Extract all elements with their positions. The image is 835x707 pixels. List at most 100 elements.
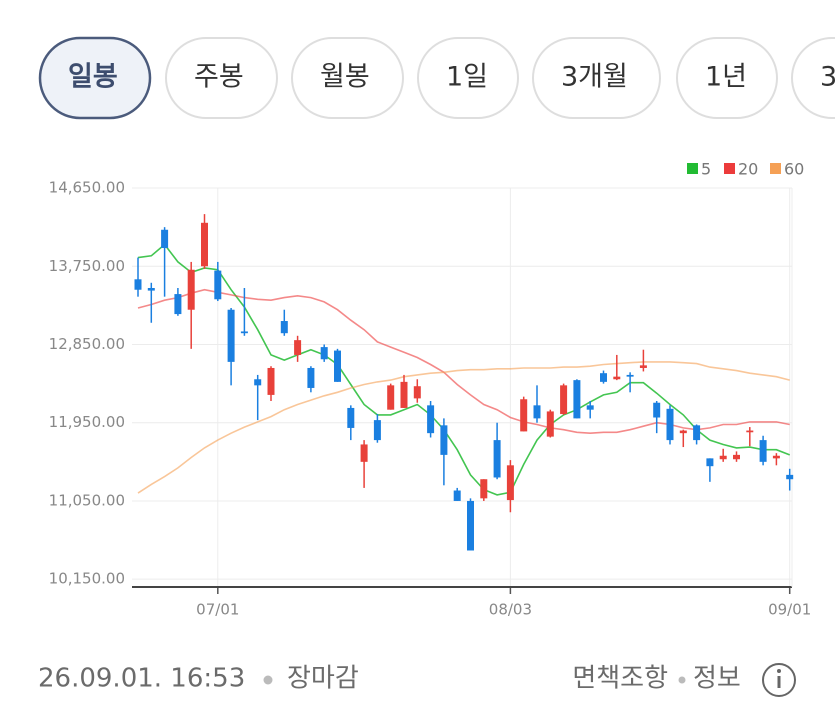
legend: 5 20 60 xyxy=(687,160,804,179)
candle-body xyxy=(626,374,634,377)
candle-body xyxy=(613,376,621,380)
tab-label[interactable]: 일봉 xyxy=(68,62,118,93)
candle-body xyxy=(387,385,395,410)
candle-body xyxy=(334,350,341,382)
candle-body xyxy=(373,420,381,441)
candle-body xyxy=(719,455,727,460)
moving-average-line xyxy=(137,288,790,435)
candle-body xyxy=(706,458,714,467)
x-tick-label: 09/01 xyxy=(768,601,811,619)
tab-label[interactable]: 주봉 xyxy=(194,62,244,93)
y-tick-label: 10,150.00 xyxy=(49,570,125,588)
candle-body xyxy=(400,381,408,408)
candle-body xyxy=(506,465,514,501)
candle-body xyxy=(267,367,275,395)
legend-label: 60 xyxy=(784,160,804,179)
tab-pill[interactable] xyxy=(165,37,278,119)
candle-body xyxy=(240,331,248,334)
candle-body xyxy=(560,385,568,415)
candle-body xyxy=(214,270,222,300)
candle-body xyxy=(600,373,607,382)
tab-pill[interactable] xyxy=(676,37,778,119)
period-tab[interactable]: 주봉 xyxy=(165,37,278,119)
disclaimer-link[interactable]: 면책조항 xyxy=(572,664,668,694)
y-tick-label: 13,750.00 xyxy=(49,257,125,275)
candle-body xyxy=(307,367,315,388)
candle-body xyxy=(653,402,661,418)
y-tick-label: 11,950.00 xyxy=(49,413,125,431)
separator-dot xyxy=(263,675,273,685)
candle-body xyxy=(480,479,488,499)
y-tick-label: 11,050.00 xyxy=(49,491,125,509)
candle-body xyxy=(161,229,169,249)
y-tick-label: 12,850.00 xyxy=(49,335,125,353)
period-tab[interactable]: 1일 xyxy=(417,37,519,119)
candle-body xyxy=(786,474,794,480)
period-tab[interactable]: 3개월 xyxy=(532,37,661,119)
period-tab[interactable]: 3년 xyxy=(791,37,835,119)
period-tab[interactable]: 월봉 xyxy=(291,37,404,119)
legend-swatch xyxy=(687,163,698,174)
timestamp: 26.09.01. 16:53 xyxy=(38,664,245,694)
candle-body xyxy=(666,408,674,441)
period-tab[interactable]: 일봉 xyxy=(38,36,152,120)
candle-body xyxy=(493,440,501,478)
x-tick-label: 07/01 xyxy=(196,601,239,619)
tab-pill[interactable] xyxy=(291,37,404,119)
candle-body xyxy=(679,430,687,434)
candle-body xyxy=(227,309,235,362)
candle-body xyxy=(733,454,740,460)
moving-average-line xyxy=(137,361,790,494)
candle-body xyxy=(693,425,701,441)
footer: 26.09.01. 16:53 장마감 면책조항 정보 xyxy=(38,663,796,697)
tab-label[interactable]: 3개월 xyxy=(561,62,628,93)
candle-body xyxy=(772,455,780,459)
candle-body xyxy=(427,405,435,434)
tab-pill[interactable] xyxy=(417,37,519,119)
tab-label[interactable]: 1년 xyxy=(705,62,747,93)
tab-label[interactable]: 월봉 xyxy=(320,62,370,93)
y-tick-label: 14,650.00 xyxy=(49,179,125,197)
tab-label[interactable]: 1일 xyxy=(446,62,488,93)
candle-body xyxy=(347,407,355,428)
candle-body xyxy=(280,321,288,334)
info-link[interactable]: 정보 xyxy=(693,664,741,694)
legend-label: 20 xyxy=(738,160,758,179)
candle-body xyxy=(746,430,754,433)
info-icon[interactable] xyxy=(762,663,796,697)
candle-body xyxy=(467,500,474,551)
candle-body xyxy=(546,411,554,437)
period-tab[interactable]: 1년 xyxy=(676,37,778,119)
chart: 10,150.00 11,050.00 11,950.00 12,850.00 13,7… xyxy=(49,160,812,619)
candle-body xyxy=(639,365,647,368)
candle-body xyxy=(201,222,208,267)
candle-body xyxy=(147,287,155,291)
candle-body xyxy=(453,490,461,501)
candle-body xyxy=(320,347,328,360)
legend-swatch xyxy=(770,163,781,174)
separator-dot xyxy=(678,676,686,684)
candle-body xyxy=(520,399,528,432)
moving-average-line xyxy=(137,243,790,496)
candle-body xyxy=(174,294,182,315)
candle-body xyxy=(759,440,767,462)
legend-label: 5 xyxy=(701,160,711,179)
candle-body xyxy=(573,380,581,419)
candle-body xyxy=(533,405,541,419)
candle-body xyxy=(360,444,368,462)
tab-pill[interactable] xyxy=(38,36,152,120)
candle-body xyxy=(134,279,142,290)
candle-body xyxy=(586,405,594,410)
candle-body xyxy=(187,269,195,310)
market-status: 장마감 xyxy=(287,664,359,694)
period-tabs: 일봉 주봉 월봉 1일 3개월 1년 3년 xyxy=(38,36,835,120)
candle-body xyxy=(294,340,302,355)
candle-body xyxy=(413,386,421,399)
candle-body xyxy=(254,379,262,386)
legend-swatch xyxy=(724,163,735,174)
x-tick-label: 08/03 xyxy=(489,601,532,619)
tab-label[interactable]: 3년 xyxy=(820,62,835,93)
tab-pill[interactable] xyxy=(791,37,835,119)
tab-pill[interactable] xyxy=(532,37,661,119)
